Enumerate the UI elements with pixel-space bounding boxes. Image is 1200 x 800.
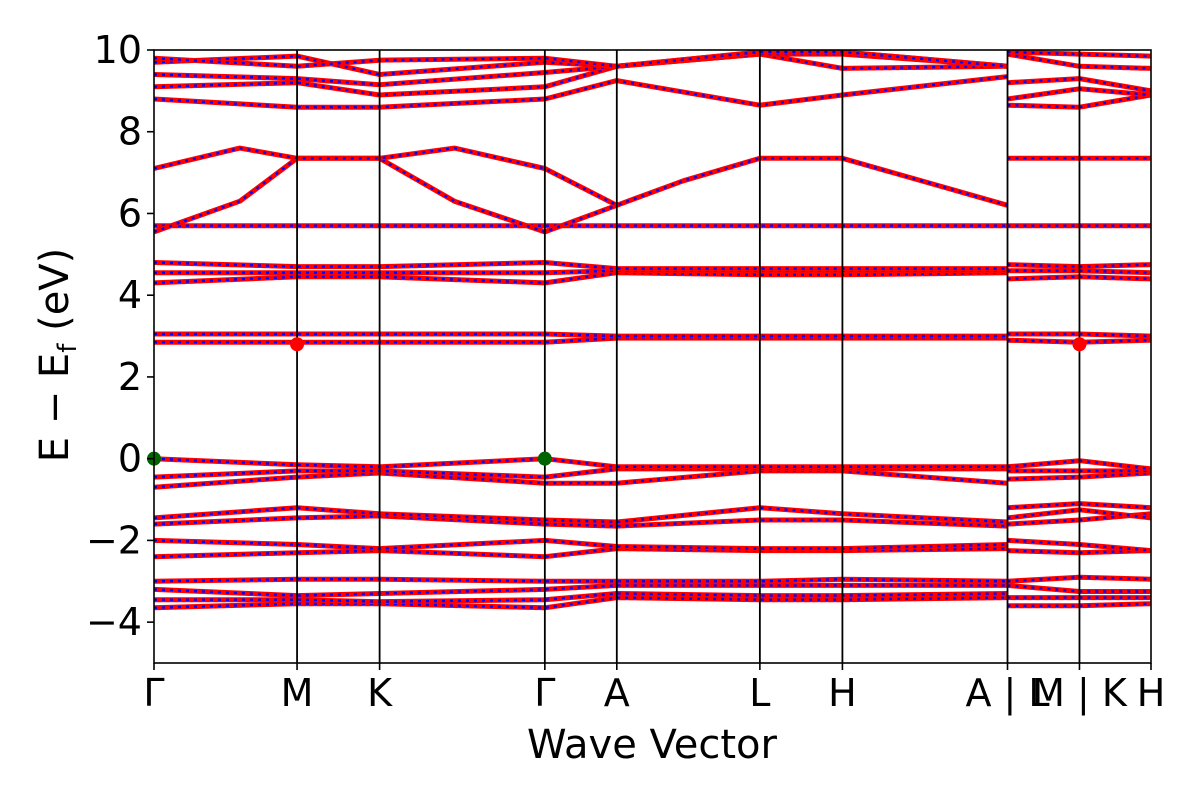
x-tick-label-1: M	[281, 671, 314, 715]
x-tick-label-3: Γ	[534, 671, 555, 715]
y-tick-label-7: 10	[94, 28, 142, 72]
band-line-dash-1	[154, 592, 1008, 603]
x-tick-label-8: M | K	[1032, 671, 1128, 716]
cbm-marker-1	[1072, 337, 1087, 352]
vbm-marker-1	[537, 451, 552, 466]
y-tick-label-3: 2	[118, 355, 142, 399]
band-line-dash-2	[153, 584, 1008, 597]
x-axis-title: Wave Vector	[527, 722, 778, 768]
band-line-0	[153, 595, 1008, 611]
x-tick-label-4: A	[604, 671, 630, 715]
x-tick-label-7: A | L	[965, 671, 1049, 716]
x-tick-label-2: K	[367, 671, 393, 715]
y-tick-label-0: −4	[86, 600, 142, 644]
band-line-15	[153, 260, 1008, 272]
band-line-10	[153, 456, 1008, 470]
y-axis-title-subscript: f	[53, 343, 83, 353]
y-axis-title-unit: (eV)	[32, 248, 78, 344]
band-line-7	[153, 505, 1008, 525]
band-line-dash-18	[153, 146, 1008, 207]
x-tick-label-6: H	[828, 671, 857, 715]
y-axis-title-main: E − E	[32, 353, 78, 463]
y-tick-label-6: 8	[118, 110, 142, 154]
y-axis-ticks: −4 −2 0 2 4 6 8 10	[86, 28, 154, 644]
x-tick-label-5: L	[749, 671, 770, 715]
plot-frame	[153, 49, 1152, 664]
cbm-marker-0	[290, 337, 305, 352]
band-line-dash-3	[153, 577, 1008, 583]
y-tick-label-5: 6	[118, 191, 142, 235]
y-axis-title: E − Ef (eV)	[32, 248, 83, 463]
band-line-6	[153, 513, 1008, 529]
band-line-dash-20	[153, 52, 1008, 97]
y-tick-label-1: −2	[86, 518, 142, 562]
band-line-dash-19	[153, 75, 1008, 109]
x-tick-label-9: H	[1137, 671, 1166, 715]
y-tick-label-4: 4	[118, 273, 142, 317]
y-tick-label-2: 0	[118, 437, 142, 481]
high-symmetry-lines	[296, 50, 1081, 663]
band-line-13	[153, 270, 1008, 286]
band-line-5	[153, 537, 1008, 552]
band-line-23	[153, 49, 1008, 69]
band-line-dash-12	[154, 332, 1008, 338]
x-tick-label-0: Γ	[143, 671, 164, 715]
